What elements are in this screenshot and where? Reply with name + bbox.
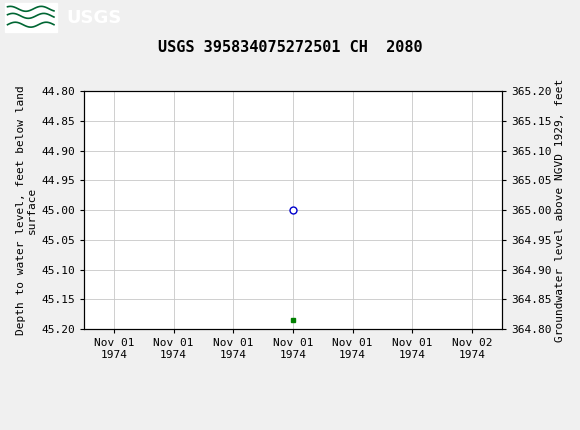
- Text: USGS 395834075272501 CH  2080: USGS 395834075272501 CH 2080: [158, 40, 422, 55]
- Text: USGS: USGS: [67, 9, 122, 27]
- FancyBboxPatch shape: [5, 3, 57, 32]
- Y-axis label: Groundwater level above NGVD 1929, feet: Groundwater level above NGVD 1929, feet: [556, 78, 566, 342]
- Y-axis label: Depth to water level, feet below land
surface: Depth to water level, feet below land su…: [16, 85, 37, 335]
- Legend: Period of approved data: Period of approved data: [193, 428, 393, 430]
